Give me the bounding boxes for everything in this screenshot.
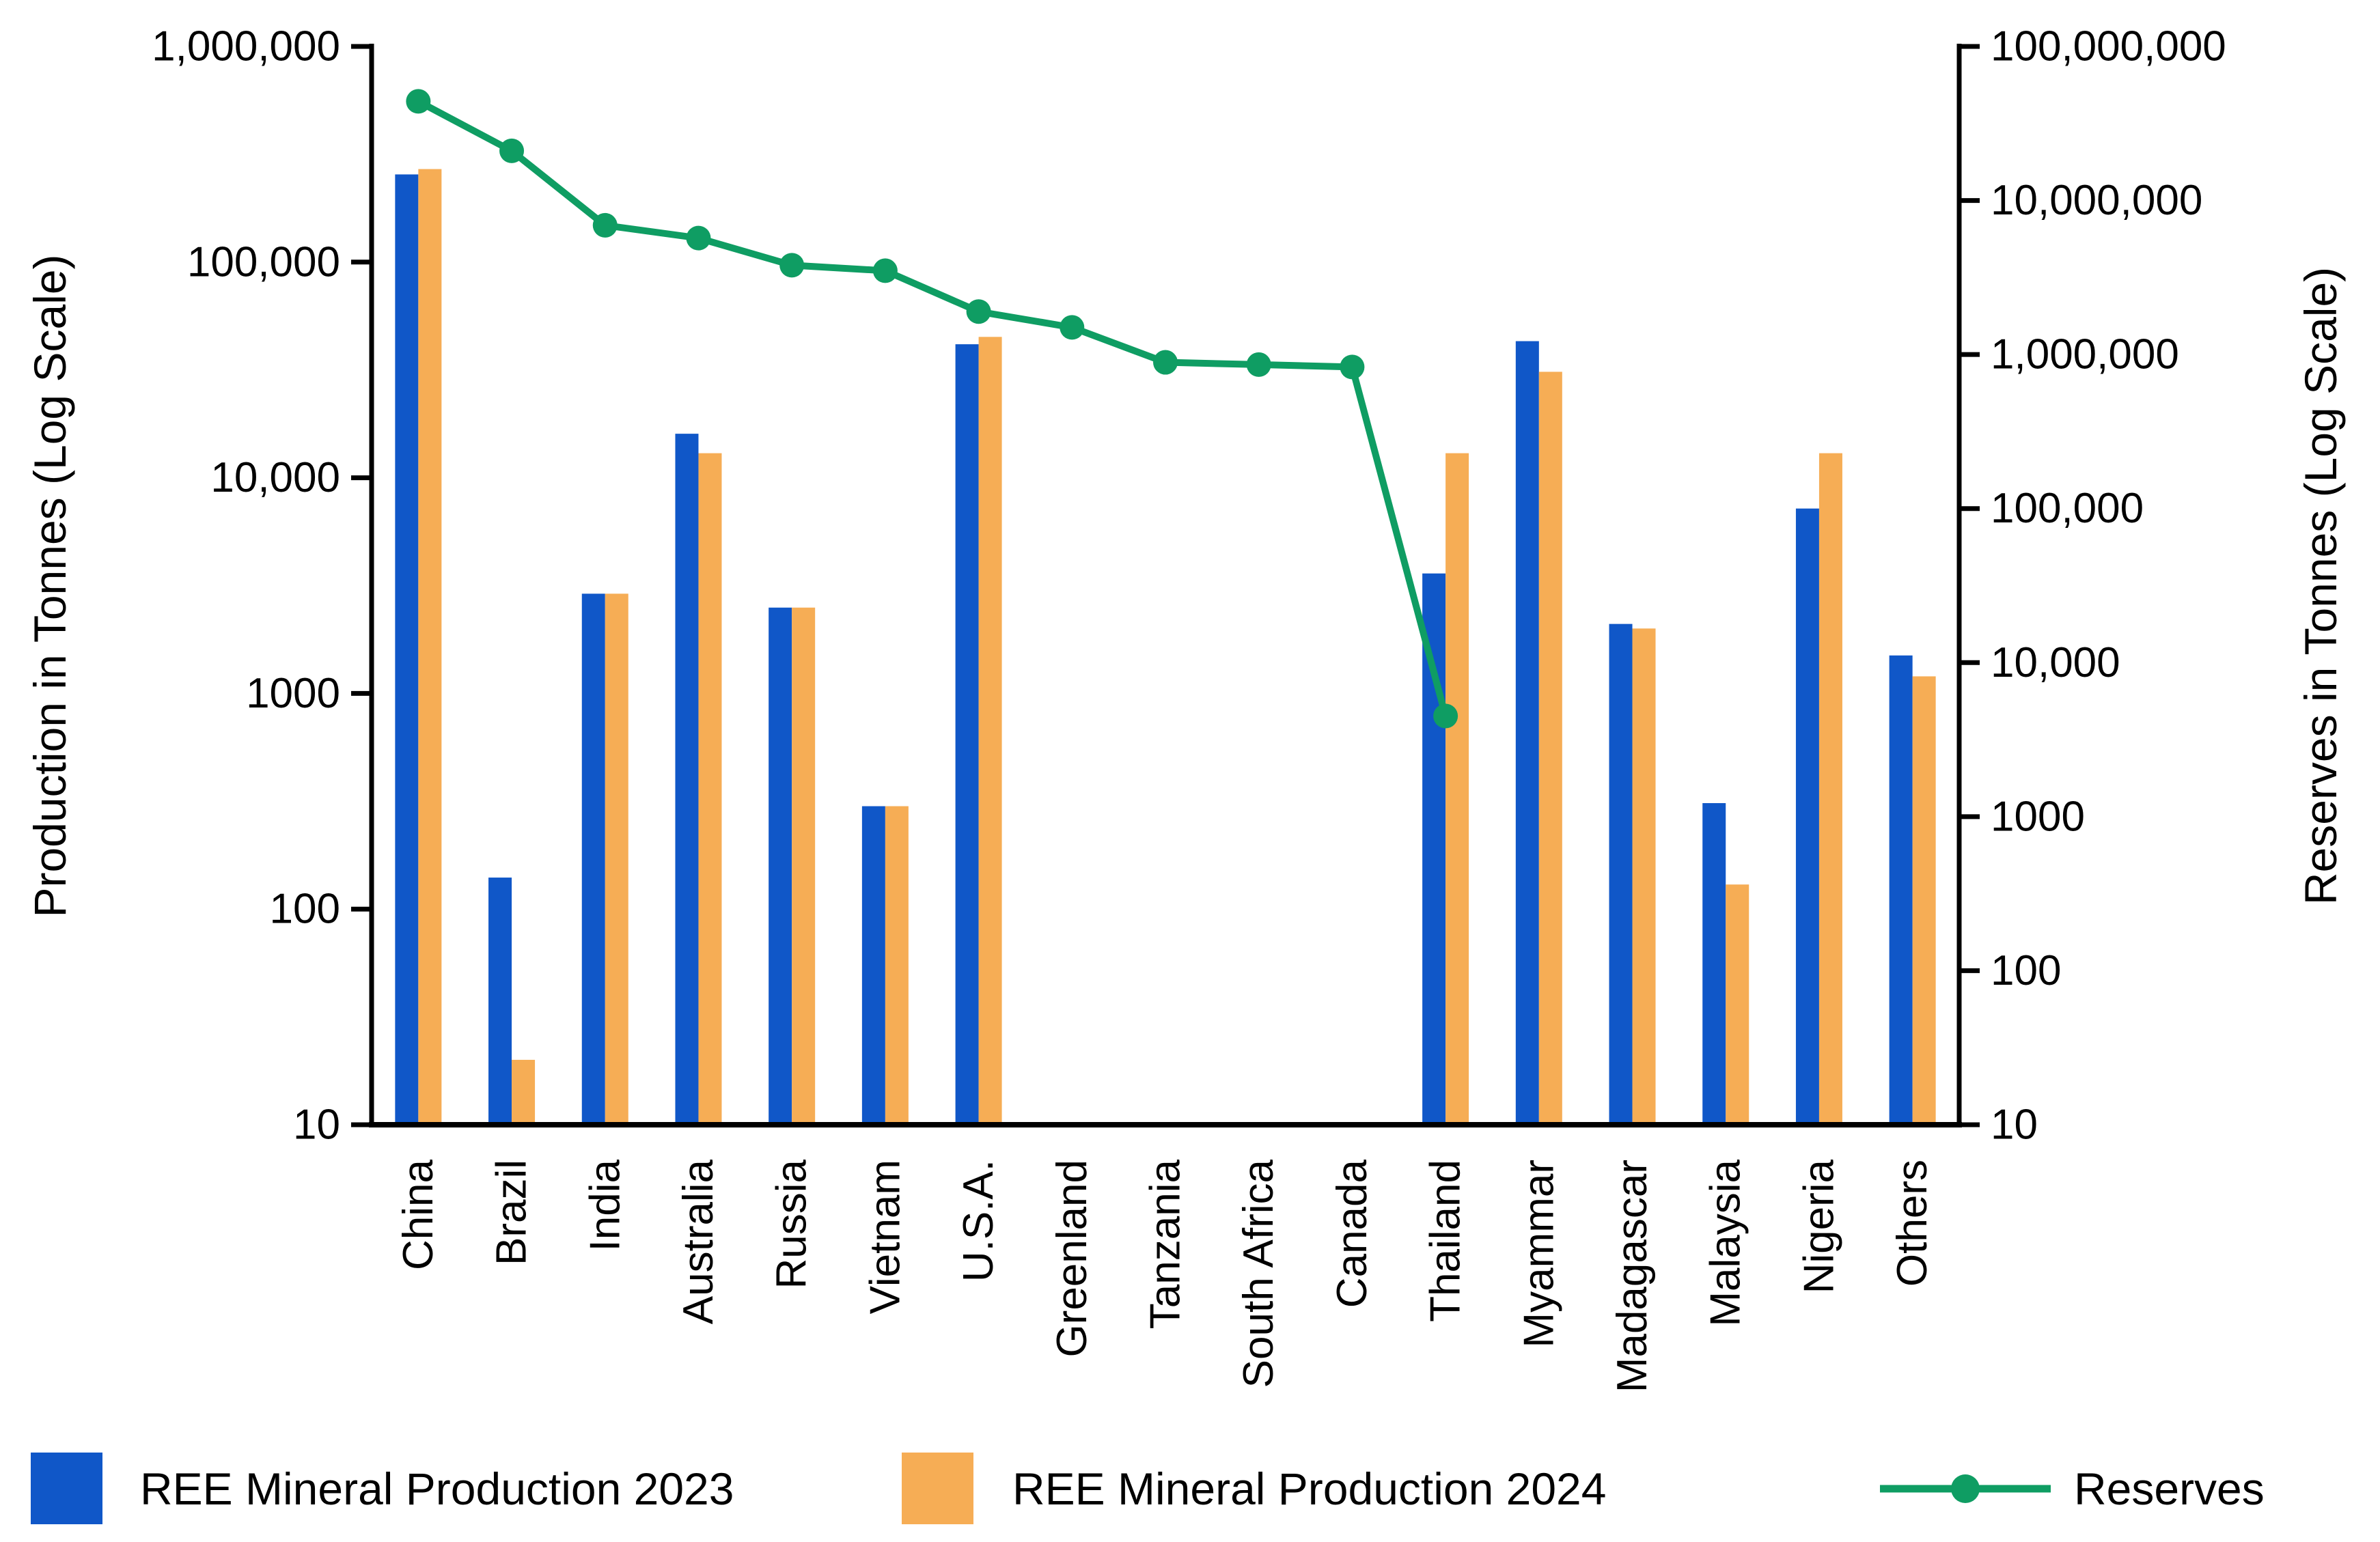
right-axis-tick-label: 10,000: [1991, 639, 2120, 686]
reserves-line: [417, 98, 1449, 717]
bar-2024-Russia: [792, 607, 816, 1127]
bar-2023-Others: [1889, 655, 1913, 1127]
right-axis-ticks: 100,000,000 10,000,000 1,000,000 100,000 10,…: [1959, 23, 2226, 1149]
bar-2023-Vietnam: [861, 806, 885, 1127]
left-axis-tick-label: 10,000: [210, 454, 340, 501]
x-label-China: China: [395, 1159, 442, 1270]
right-axis-tick-label: 1,000,000: [1991, 331, 2179, 378]
bar-2024-U.S.A.: [978, 337, 1002, 1127]
bar-2023-Australia: [675, 434, 699, 1127]
reserves-point-Brazil: [499, 138, 525, 163]
bar-2024-Nigeria: [1818, 453, 1842, 1127]
bar-2023-Myammar: [1515, 341, 1539, 1127]
bar-2024-Others: [1912, 676, 1936, 1127]
bar-2024-Malaysia: [1726, 884, 1749, 1127]
reserves-point-China: [406, 89, 431, 114]
bar-2024-Myammar: [1538, 372, 1562, 1127]
left-axis-tick-label: 10: [293, 1102, 340, 1149]
bar-2024-China: [418, 169, 442, 1127]
x-label-Thailand: Thailand: [1422, 1160, 1469, 1322]
right-axis-tick-label: 100,000,000: [1991, 23, 2226, 70]
x-label-Malaysia: Malaysia: [1702, 1159, 1749, 1326]
left-axis-title: Production in Tonnes (Log Scale): [25, 254, 75, 917]
x-label-Madagascar: Madagascar: [1609, 1160, 1656, 1392]
bar-2024-Australia: [698, 453, 722, 1127]
x-label-Vietnam: Vietnam: [861, 1160, 909, 1314]
x-label-Tanzania: Tanzania: [1142, 1159, 1189, 1329]
right-axis-tick-label: 100: [1991, 947, 2061, 994]
x-axis-labels: China Brazil India Australia Russia Vietnam U.…: [395, 1159, 1936, 1392]
bar-2023-India: [581, 593, 605, 1127]
reserves-point-Russia: [779, 253, 805, 278]
left-axis-tick-label: 1000: [246, 670, 340, 717]
x-label-Australia: Australia: [675, 1159, 722, 1324]
x-label-Canada: Canada: [1329, 1159, 1376, 1308]
reserves-point-Australia: [686, 225, 711, 251]
bar-2024-India: [605, 593, 628, 1127]
x-label-India: India: [581, 1159, 628, 1251]
bar-2023-Madagascar: [1609, 623, 1633, 1127]
reserves-point-Greenland: [1060, 315, 1085, 340]
bar-2023-Russia: [769, 607, 792, 1127]
x-label-South Africa: South Africa: [1235, 1159, 1282, 1388]
right-axis-tick-label: 10: [1991, 1102, 2038, 1149]
bars-layer: [395, 169, 1936, 1127]
legend-reserves-dot-icon: [1951, 1474, 1980, 1503]
reserves-point-India: [592, 212, 618, 238]
legend-label-reserves: Reserves: [2074, 1463, 2265, 1514]
reserves-point-South Africa: [1246, 352, 1271, 377]
right-axis-title: Reserves in Tonnes (Log Scale): [2295, 267, 2346, 905]
bar-2023-Malaysia: [1702, 803, 1726, 1127]
x-label-Brazil: Brazil: [488, 1160, 536, 1265]
bar-2023-China: [395, 174, 419, 1127]
x-label-Myammar: Myammar: [1515, 1160, 1562, 1348]
reserves-point-Canada: [1340, 354, 1365, 380]
bar-2023-Thailand: [1422, 573, 1446, 1127]
bar-2024-Madagascar: [1632, 628, 1656, 1127]
legend-swatch-production-2024: [902, 1453, 973, 1524]
bar-2024-Brazil: [512, 1059, 536, 1127]
x-label-U.S.A.: U.S.A.: [955, 1160, 1002, 1282]
right-axis-tick-label: 100,000: [1991, 485, 2144, 532]
left-axis-ticks: 1,000,000 100,000 10,000 1000 100 10: [152, 23, 372, 1149]
bar-2024-Thailand: [1445, 453, 1469, 1127]
reserves-point-U.S.A.: [966, 299, 991, 324]
right-axis-tick-label: 10,000,000: [1991, 177, 2202, 224]
right-axis-tick-label: 1000: [1991, 793, 2085, 840]
x-label-Greenland: Greenland: [1049, 1160, 1096, 1358]
bar-2023-Brazil: [488, 878, 512, 1127]
reserves-point-Thailand: [1433, 703, 1458, 729]
bar-2023-Nigeria: [1795, 508, 1819, 1127]
legend-swatch-production-2023: [31, 1453, 102, 1524]
x-label-Russia: Russia: [769, 1159, 816, 1289]
left-axis-tick-label: 100,000: [187, 238, 340, 285]
reserves-line-layer: [406, 89, 1458, 729]
left-axis-tick-label: 100: [270, 886, 340, 933]
x-label-Nigeria: Nigeria: [1795, 1159, 1842, 1293]
left-axis-tick-label: 1,000,000: [152, 23, 340, 70]
legend: REE Mineral Production 2023 REE Mineral …: [31, 1453, 2265, 1524]
x-label-Others: Others: [1889, 1160, 1936, 1287]
legend-label-production-2024: REE Mineral Production 2024: [1012, 1463, 1606, 1514]
reserves-point-Vietnam: [872, 258, 898, 283]
legend-label-production-2023: REE Mineral Production 2023: [140, 1463, 734, 1514]
reserves-point-Tanzania: [1153, 350, 1178, 375]
axes-layer: [369, 44, 1962, 1127]
bar-2023-U.S.A.: [955, 344, 979, 1127]
bar-2024-Vietnam: [885, 806, 909, 1127]
